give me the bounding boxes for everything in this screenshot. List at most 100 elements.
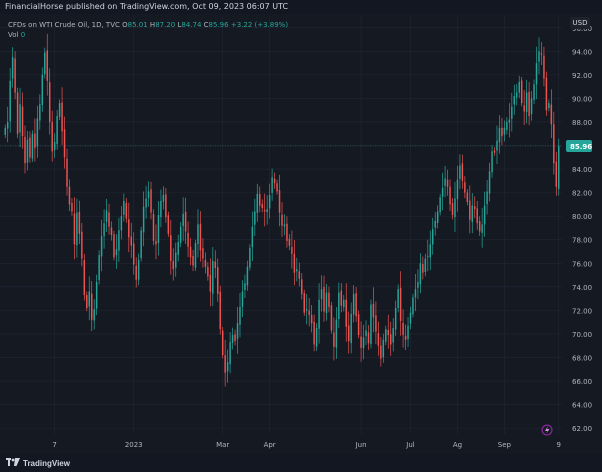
candle-body	[301, 279, 303, 294]
price-tick-label: 88.00	[572, 119, 592, 127]
price-tick-label: 70.00	[572, 331, 592, 339]
candle-body	[501, 127, 503, 137]
candle-body	[115, 249, 118, 256]
candle-body	[147, 191, 150, 198]
legend-volume-line: Vol 0	[8, 30, 288, 40]
candle-body	[150, 189, 152, 213]
candle-body	[446, 179, 449, 187]
candle-body	[53, 141, 56, 150]
candle-body	[550, 104, 553, 125]
last-price-label: 85.96	[570, 143, 592, 151]
candle-body	[165, 194, 167, 218]
candle-body	[409, 312, 412, 324]
candle-body	[113, 234, 115, 258]
last-price-badge	[566, 139, 592, 152]
time-tick-label: Jul	[405, 441, 415, 449]
candle-body	[239, 306, 241, 325]
candle-body	[68, 186, 71, 205]
high-value: 87.20	[155, 21, 176, 29]
candle-body	[308, 310, 310, 316]
candle-body	[444, 178, 446, 186]
candle-body	[545, 77, 548, 111]
candle-body	[11, 57, 14, 79]
candle-body	[340, 290, 343, 306]
candle-body	[283, 224, 286, 227]
candle-body	[179, 226, 182, 243]
price-chart[interactable]: 62.00 64.00 66.00 68.00 70.00 72.00 74.00 76.00…	[0, 14, 602, 454]
candle-body	[145, 198, 147, 208]
candle-body	[14, 58, 16, 93]
candle-body	[167, 215, 170, 234]
close-label: C	[203, 21, 209, 29]
candle-body	[476, 208, 478, 224]
candle-body	[34, 133, 36, 148]
candle-body	[518, 81, 520, 93]
price-tick-label: 84.00	[572, 166, 592, 174]
price-tick-label: 64.00	[572, 402, 592, 410]
chart-area[interactable]: 62.00 64.00 66.00 68.00 70.00 72.00 74.00 76.00…	[0, 14, 602, 454]
grid	[0, 16, 562, 434]
candle-body	[525, 92, 528, 113]
candle-body	[441, 187, 444, 197]
candle-body	[58, 103, 61, 117]
candle-body	[246, 266, 249, 286]
price-axis[interactable]: 62.00 64.00 66.00 68.00 70.00 72.00 74.00 76.00…	[566, 25, 592, 433]
candle-body	[493, 150, 496, 153]
candle-body	[451, 202, 454, 215]
candle-body	[46, 50, 48, 81]
open-label: O	[122, 21, 128, 29]
candle-body	[100, 236, 103, 257]
candle-body	[486, 191, 488, 205]
candle-body	[471, 205, 474, 222]
tradingview-logo[interactable]: TradingView	[6, 457, 70, 469]
candle-body	[323, 287, 325, 312]
price-tick-label: 82.00	[572, 190, 592, 198]
candle-body	[511, 106, 513, 119]
published-by-header: FinancialHorse published on TradingView.…	[0, 0, 602, 14]
candle-body	[466, 192, 469, 203]
candle-body	[533, 84, 535, 100]
candle-body	[375, 315, 377, 332]
candle-body	[412, 297, 414, 315]
lightning-ring	[541, 424, 553, 436]
candle-body	[90, 293, 93, 320]
change-value: +3.22 (+3.89%)	[230, 21, 289, 29]
candle-body	[66, 158, 68, 187]
candle-body	[407, 325, 409, 340]
candle-body	[278, 190, 281, 213]
open-value: 85.01	[127, 21, 148, 29]
candle-body	[256, 193, 259, 213]
candle-body	[343, 299, 345, 308]
candle-body	[175, 252, 177, 268]
candle-body	[39, 104, 41, 121]
candle-body	[120, 216, 123, 231]
candle-body	[207, 266, 209, 277]
candle-body	[352, 293, 355, 315]
time-axis[interactable]: 7 2023 Mar Apr Jun Jul Ag Sep 9	[52, 441, 561, 449]
currency-button[interactable]: USD	[570, 17, 590, 29]
candle-body	[83, 259, 86, 296]
candle-body	[105, 210, 108, 222]
close-value: 85.96	[208, 21, 229, 29]
candle-body	[177, 242, 179, 255]
candle-body	[296, 269, 298, 272]
candle-body	[73, 213, 76, 245]
time-tick-label: Sep	[498, 441, 512, 449]
candle-body	[21, 106, 24, 137]
lightning-icon[interactable]	[541, 424, 553, 436]
candle-body	[44, 52, 46, 75]
candle-body	[558, 145, 560, 189]
candle-body	[118, 230, 120, 251]
candle-body	[197, 224, 199, 244]
candle-body	[310, 315, 313, 324]
candle-body	[478, 221, 481, 232]
candle-body	[261, 204, 263, 208]
candle-body	[6, 121, 9, 129]
price-tick-label: 66.00	[572, 378, 592, 386]
candle-body	[402, 323, 404, 336]
candle-body	[461, 163, 464, 181]
candle-body	[19, 104, 21, 133]
candle-body	[288, 238, 291, 246]
candle-body	[523, 105, 525, 112]
candle-body	[328, 292, 330, 307]
